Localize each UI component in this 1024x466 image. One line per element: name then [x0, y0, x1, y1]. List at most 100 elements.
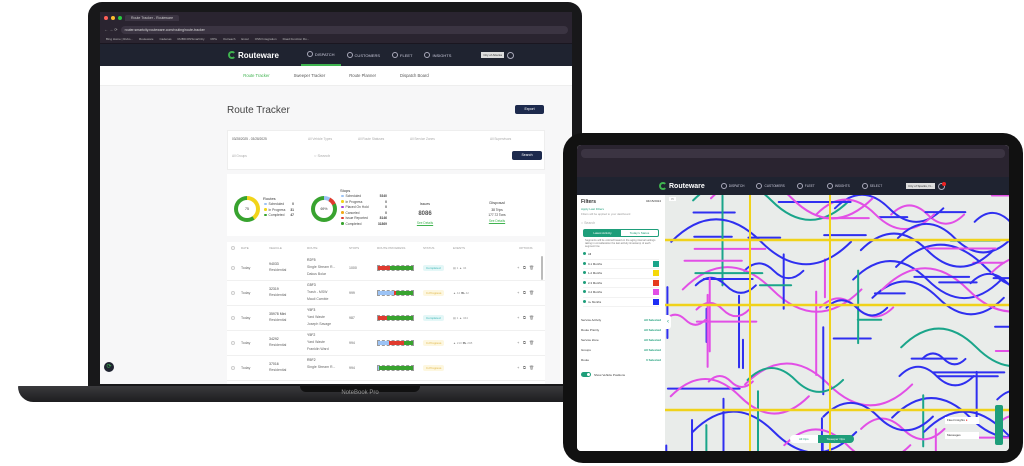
filter-select[interactable]: Route 0 Selected	[581, 358, 661, 362]
subnav-route-planner[interactable]: Route Planner	[349, 73, 377, 78]
add-icon[interactable]: +	[517, 265, 520, 270]
radio-icon[interactable]	[583, 299, 586, 303]
city-selector[interactable]: City of Atlanta	[481, 52, 504, 58]
row-checkbox[interactable]	[231, 366, 235, 370]
tablet-city-selector[interactable]: City of Sparks, N...	[906, 183, 936, 189]
add-icon[interactable]: +	[517, 315, 520, 320]
aging-legend-item[interactable]: 1-2 Months	[583, 269, 659, 279]
notifications-icon[interactable]	[938, 181, 947, 190]
bookmark[interactable]: Bing Home | Rubo...	[106, 37, 133, 41]
filter-select[interactable]: Groups All Selected	[581, 348, 661, 352]
disposal-see-details-link[interactable]: See Details	[488, 219, 506, 223]
delete-icon[interactable]: 🗑	[529, 265, 535, 270]
table-row[interactable]: Today 37016 Residential R5F2 Single Stream R…	[227, 356, 545, 381]
tablet-nav-customers[interactable]: CUSTOMERS	[750, 177, 790, 195]
row-checkbox[interactable]	[231, 341, 235, 345]
copy-icon[interactable]: ⧉	[523, 290, 526, 295]
map-search-box[interactable]: ▭	[669, 197, 676, 201]
select-all-checkbox[interactable]	[231, 246, 235, 250]
bookmark[interactable]: Road Function Ro...	[282, 37, 310, 41]
all-ops-button[interactable]: All Ops	[790, 435, 818, 443]
nav-customers[interactable]: CUSTOMERS	[341, 44, 386, 66]
url-bar[interactable]: router.smartcity.routeware.com/routing/r…	[120, 25, 568, 34]
vehicle-types-select[interactable]: All Vehicle Types	[308, 137, 333, 141]
service-zones-select[interactable]: All Service Zones	[410, 137, 435, 141]
delete-icon[interactable]: 🗑	[529, 365, 535, 370]
maximize-window-icon[interactable]	[118, 16, 122, 20]
row-route[interactable]: R2F5	[307, 258, 316, 262]
help-icon[interactable]: ⟳	[104, 362, 114, 372]
collapse-panel-chevron-icon[interactable]: ‹	[665, 315, 671, 329]
color-swatch[interactable]	[653, 298, 659, 305]
copy-icon[interactable]: ⧉	[523, 265, 526, 270]
table-row[interactable]: Today 35978 Mini Residential Y5F3 Yard Waste…	[227, 306, 545, 331]
column-header[interactable]: EVENTS	[453, 246, 466, 250]
tablet-nav-dispatch[interactable]: DISPATCH	[715, 177, 751, 195]
row-checkbox[interactable]	[231, 266, 235, 270]
minimize-window-icon[interactable]	[111, 16, 115, 20]
messages-button[interactable]: Messages	[945, 432, 979, 439]
route-statuses-select[interactable]: All Route Statuses	[358, 137, 385, 141]
row-route[interactable]: Y5F2	[307, 333, 316, 337]
tablet-nav-insights[interactable]: INSIGHTS	[821, 177, 856, 195]
back-icon[interactable]: ← → ⟳	[104, 27, 118, 32]
groups-select[interactable]: All Groups	[232, 154, 247, 158]
add-icon[interactable]: +	[517, 290, 520, 295]
aging-legend-item[interactable]: 2-3 Months	[583, 279, 659, 288]
show-vehicle-positions-toggle[interactable]: Show Vehicle Positions	[581, 372, 661, 377]
bookmark[interactable]: Routeware	[138, 37, 154, 41]
bookmark[interactable]: RPIs	[210, 37, 218, 41]
radio-icon[interactable]	[583, 271, 586, 275]
browser-tab[interactable]: Route Tracker - Routeware	[125, 15, 180, 21]
filter-select[interactable]: Route Priority All Selected	[581, 328, 661, 332]
subnav-route-tracker[interactable]: Route Tracker	[243, 73, 270, 78]
bookmark[interactable]: Cadenas	[159, 37, 172, 41]
nav-fleet[interactable]: FLEET	[386, 44, 418, 66]
sweeper-ops-button[interactable]: Sweeper Ops	[817, 435, 854, 443]
bookmark[interactable]: RUBICONSmartCity	[177, 37, 205, 41]
fleet-insights-button[interactable]: Fleet Insights ●	[945, 417, 979, 424]
settings-icon[interactable]	[506, 51, 514, 59]
table-row[interactable]: Today 34292 Residential Y5F2 Yard Waste Frank…	[227, 331, 545, 356]
subnav-dispatch-board[interactable]: Dispatch Board	[400, 73, 429, 78]
delete-icon[interactable]: 🗑	[529, 315, 535, 320]
column-header[interactable]: DATE	[241, 246, 249, 250]
tab-latest-activity[interactable]: Latest Activity	[584, 230, 621, 236]
delete-icon[interactable]: 🗑	[529, 340, 535, 345]
radio-icon[interactable]	[583, 280, 586, 284]
filter-select[interactable]: Service Zone All Selected	[581, 338, 661, 342]
color-swatch[interactable]	[653, 270, 659, 277]
toggle-switch[interactable]	[581, 372, 591, 377]
tablet-url-bar[interactable]	[581, 149, 1005, 158]
filters-search-input[interactable]: ○ Search	[581, 221, 596, 225]
bookmark[interactable]: OSM Integration	[254, 37, 277, 41]
table-row[interactable]: Today 94033 Residential R2F5 Single Stream R…	[227, 256, 545, 281]
close-window-icon[interactable]	[104, 16, 108, 20]
subnav-sweeper-tracker[interactable]: Sweeper Tracker	[293, 73, 326, 78]
column-header[interactable]: STATUS	[423, 246, 435, 250]
row-route[interactable]: Y5F3	[307, 308, 316, 312]
search-button[interactable]: Search	[512, 151, 542, 160]
column-header[interactable]: VEHICLE	[269, 246, 282, 250]
tablet-nav-select[interactable]: SELECT	[856, 177, 888, 195]
radio-icon[interactable]	[583, 261, 586, 265]
delete-icon[interactable]: 🗑	[529, 290, 535, 295]
tablet-nav-fleet[interactable]: FLEET	[791, 177, 821, 195]
row-checkbox[interactable]	[231, 316, 235, 320]
apply-last-filters-link[interactable]: Apply Last Filters	[581, 207, 605, 211]
aging-legend-item[interactable]: 4+ Months	[583, 298, 659, 307]
supervisors-select[interactable]: All Supervisors	[490, 137, 512, 141]
aging-legend-item[interactable]: 0-1 Months	[583, 260, 659, 269]
issues-see-details-link[interactable]: See Details	[416, 221, 434, 225]
map[interactable]: ‹ All Ops Sweeper Ops Fleet Insights ● M…	[663, 177, 1009, 451]
aging-legend-item[interactable]: All	[583, 250, 659, 260]
color-swatch[interactable]	[653, 289, 659, 296]
aging-legend-item[interactable]: 3-4 Months	[583, 288, 659, 298]
radio-icon[interactable]	[583, 252, 586, 256]
table-row[interactable]: Today 32319 Residential G5F3 Trash - MSW Maui…	[227, 281, 545, 306]
nav-dispatch[interactable]: DISPATCH	[300, 44, 341, 66]
radio-icon[interactable]	[583, 290, 586, 294]
side-drawer-handle[interactable]	[995, 405, 1003, 445]
column-header[interactable]: STOPS	[349, 246, 360, 250]
table-scrollbar[interactable]	[541, 256, 543, 280]
